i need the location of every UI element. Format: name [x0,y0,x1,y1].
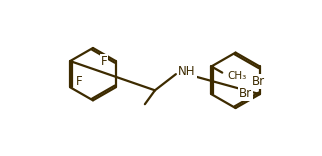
Text: CH₃: CH₃ [227,71,246,81]
Text: NH: NH [178,65,196,78]
Text: F: F [100,55,107,68]
Text: Br: Br [239,87,252,100]
Text: F: F [76,75,82,88]
Text: Br: Br [251,75,265,88]
